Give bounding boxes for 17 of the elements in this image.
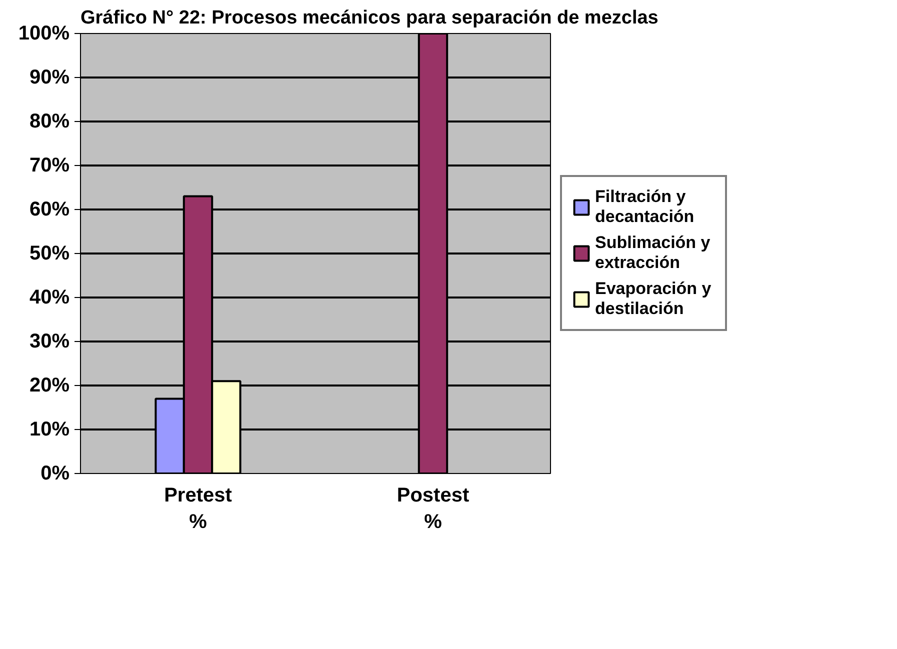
y-tick-label: 30% xyxy=(29,330,70,352)
chart-title: Gráfico N° 22: Procesos mecánicos para separación de mezclas xyxy=(80,8,658,28)
legend-label: Evaporación y destilación xyxy=(595,279,712,319)
legend-label: Filtración y decantación xyxy=(595,187,696,227)
y-tick-label: 50% xyxy=(29,242,70,264)
y-tick-label: 80% xyxy=(29,110,70,132)
y-tick-label: 40% xyxy=(29,286,70,308)
y-tick-label: 100% xyxy=(18,22,70,44)
y-tick-label: 90% xyxy=(29,66,70,88)
y-tick-label: 60% xyxy=(29,198,70,220)
legend-label: Sublimación y extracción xyxy=(595,233,712,273)
y-tick-label: 0% xyxy=(40,462,70,484)
x-tick-label: Pretest % xyxy=(164,484,232,533)
x-tick-label: Postest % xyxy=(396,484,470,533)
y-tick-label: 10% xyxy=(29,418,70,440)
y-tick-label: 20% xyxy=(29,374,70,396)
y-tick-label: 70% xyxy=(29,154,70,176)
